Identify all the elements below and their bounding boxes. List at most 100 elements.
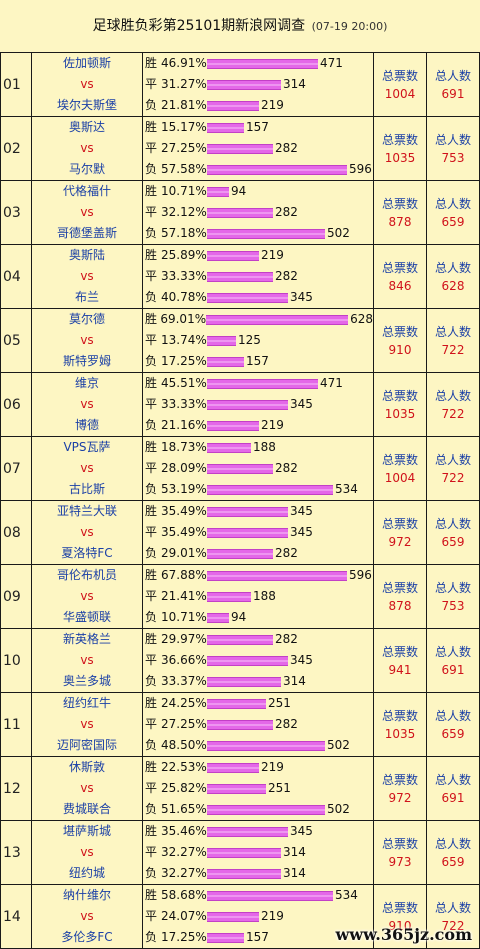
draw-line: 平 24.07% 219 — [143, 906, 373, 927]
loss-percent: 29.01% — [161, 546, 207, 560]
total-people-label: 总人数 — [434, 772, 471, 787]
total-people-cell: 总人数 722 — [426, 372, 480, 437]
draw-label: 平 — [145, 717, 158, 731]
match-row: 05 莫尔德 vs 斯特罗姆 胜 69.01% 628 平 13.74% 125… — [0, 308, 480, 373]
loss-bar — [207, 740, 325, 751]
away-team: 博德 — [74, 418, 99, 432]
loss-percent: 57.18% — [161, 226, 207, 240]
win-percent: 29.97% — [161, 632, 207, 646]
total-votes-cell: 总票数 1035 — [373, 372, 427, 437]
away-team: 夏洛特FC — [61, 546, 113, 560]
win-percent: 35.46% — [161, 824, 207, 838]
loss-line: 负 21.81% 219 — [143, 95, 373, 116]
win-label: 胜 — [145, 760, 158, 774]
match-number: 04 — [0, 244, 32, 309]
win-count: 94 — [231, 184, 247, 198]
away-team: 纽约城 — [68, 866, 105, 880]
match-row: 06 维京 vs 博德 胜 45.51% 471 平 33.33% 345 负 … — [0, 372, 480, 437]
total-people-value: 753 — [441, 150, 465, 165]
win-count: 596 — [349, 568, 372, 582]
home-team: 亚特兰大联 — [56, 504, 117, 518]
loss-bar — [207, 420, 259, 431]
draw-line: 平 31.27% 314 — [143, 74, 373, 95]
match-teams: 新英格兰 vs 奥兰多城 — [31, 628, 143, 693]
loss-count: 345 — [290, 290, 313, 304]
draw-label: 平 — [145, 461, 158, 475]
match-teams: 维京 vs 博德 — [31, 372, 143, 437]
match-teams: 哥伦布机员 vs 华盛顿联 — [31, 564, 143, 629]
loss-bar — [207, 548, 273, 559]
vs-label: vs — [80, 781, 94, 795]
loss-bar — [207, 164, 347, 175]
loss-percent: 32.27% — [161, 866, 207, 880]
win-bar — [207, 762, 259, 773]
vote-bars: 胜 69.01% 628 平 13.74% 125 负 17.25% 157 — [142, 308, 374, 373]
vote-bars: 胜 24.25% 251 平 27.25% 282 负 48.50% 502 — [142, 692, 374, 757]
match-number: 05 — [0, 308, 32, 373]
loss-label: 负 — [145, 546, 158, 560]
total-people-label: 总人数 — [434, 260, 471, 275]
vote-bars: 胜 10.71% 94 平 32.12% 282 负 57.18% 502 — [142, 180, 374, 245]
match-teams: 堪萨斯城 vs 纽约城 — [31, 820, 143, 885]
win-count: 157 — [246, 120, 269, 134]
total-votes-cell: 总票数 878 — [373, 180, 427, 245]
total-people-cell: 总人数 659 — [426, 500, 480, 565]
draw-bar — [207, 399, 288, 410]
total-votes-cell: 总票数 878 — [373, 564, 427, 629]
match-teams: 代格福什 vs 哥德堡盖斯 — [31, 180, 143, 245]
draw-percent: 32.12% — [161, 205, 207, 219]
total-people-label: 总人数 — [434, 68, 471, 83]
total-people-value: 659 — [441, 726, 465, 741]
match-number: 12 — [0, 756, 32, 821]
loss-label: 负 — [145, 482, 158, 496]
match-teams: 休斯敦 vs 费城联合 — [31, 756, 143, 821]
match-number: 11 — [0, 692, 32, 757]
home-team: 佐加顿斯 — [62, 56, 111, 70]
vs-label: vs — [80, 525, 94, 539]
total-people-value: 628 — [441, 278, 465, 293]
total-votes-cell: 总票数 846 — [373, 244, 427, 309]
total-votes-label: 总票数 — [381, 644, 418, 659]
total-people-label: 总人数 — [434, 900, 471, 915]
draw-bar — [207, 463, 273, 474]
win-bar — [207, 442, 251, 453]
away-team: 古比斯 — [68, 482, 105, 496]
loss-count: 502 — [327, 802, 350, 816]
loss-percent: 51.65% — [161, 802, 207, 816]
loss-line: 负 53.19% 534 — [143, 479, 373, 500]
total-votes-value: 941 — [388, 662, 412, 677]
draw-bar — [207, 271, 273, 282]
draw-line: 平 27.25% 282 — [143, 714, 373, 735]
draw-label: 平 — [145, 589, 158, 603]
loss-count: 502 — [327, 226, 350, 240]
draw-line: 平 35.49% 345 — [143, 522, 373, 543]
win-percent: 58.68% — [161, 888, 207, 902]
loss-count: 157 — [246, 354, 269, 368]
match-number: 10 — [0, 628, 32, 693]
total-votes-value: 846 — [388, 278, 412, 293]
total-votes-label: 总票数 — [381, 196, 418, 211]
win-line: 胜 35.46% 345 — [143, 821, 373, 842]
win-count: 345 — [290, 824, 313, 838]
draw-line: 平 27.25% 282 — [143, 138, 373, 159]
draw-percent: 25.82% — [161, 781, 207, 795]
vs-label: vs — [80, 909, 94, 923]
total-people-cell: 总人数 722 — [426, 308, 480, 373]
draw-count: 345 — [290, 525, 313, 539]
total-votes-label: 总票数 — [381, 68, 418, 83]
draw-bar — [207, 143, 273, 154]
loss-label: 负 — [145, 674, 158, 688]
home-team: 新英格兰 — [62, 632, 111, 646]
home-team: 代格福什 — [62, 184, 111, 198]
loss-count: 219 — [261, 98, 284, 112]
win-line: 胜 67.88% 596 — [143, 565, 373, 586]
loss-bar — [207, 228, 325, 239]
loss-line: 负 33.37% 314 — [143, 671, 373, 692]
draw-bar — [207, 655, 288, 666]
draw-line: 平 33.33% 282 — [143, 266, 373, 287]
total-votes-value: 972 — [388, 534, 412, 549]
loss-count: 219 — [261, 418, 284, 432]
loss-percent: 57.58% — [161, 162, 207, 176]
total-people-value: 659 — [441, 534, 465, 549]
total-people-cell: 总人数 753 — [426, 564, 480, 629]
